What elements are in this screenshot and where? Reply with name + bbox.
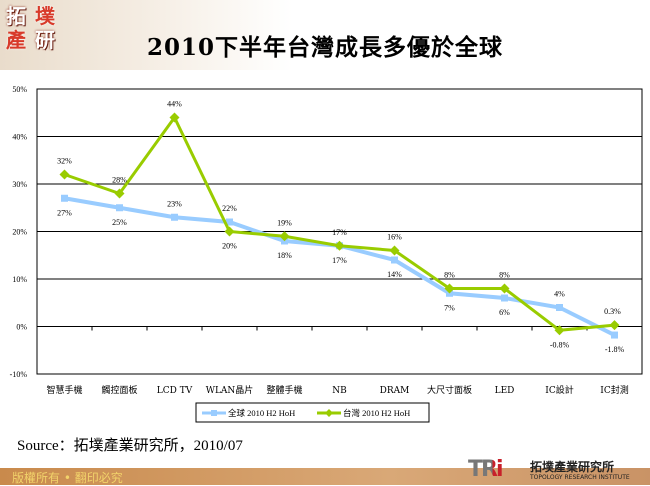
data-point xyxy=(609,320,620,331)
x-tick-label: 大尺寸面板 xyxy=(427,384,472,396)
footer-bar: 版權所有 • 翻印必究 xyxy=(0,468,650,485)
legend-marker xyxy=(211,410,217,416)
data-label: 25% xyxy=(112,218,127,227)
data-label: 22% xyxy=(222,204,237,213)
data-point xyxy=(61,194,68,202)
data-label: 20% xyxy=(222,242,237,251)
series-line-1 xyxy=(64,114,615,332)
y-tick-label: 40% xyxy=(12,133,27,142)
data-label: 32% xyxy=(57,157,72,166)
data-point xyxy=(554,325,565,336)
brand-name: 拓墣產業研究所 xyxy=(530,460,615,474)
line-chart: -10% 0% 10% 20% 30% 40% 50% 智慧手機 觸控面板 LCD TV WLAN晶… xyxy=(10,85,643,423)
data-label: 4% xyxy=(554,290,565,299)
y-tick-label: 20% xyxy=(12,228,27,237)
x-tick-label: WLAN晶片 xyxy=(206,384,254,396)
data-label: 27% xyxy=(57,208,72,217)
data-point xyxy=(556,304,563,311)
legend-label: 台灣 2010 H2 HoH xyxy=(343,408,410,418)
data-point xyxy=(389,245,400,256)
legend xyxy=(195,402,430,423)
y-tick-label: -10% xyxy=(10,370,28,379)
x-tick-label: LED xyxy=(495,386,515,396)
brand-english: TOPOLOGY RESEARCH INSTITUTE xyxy=(530,474,630,481)
data-label: 6% xyxy=(499,308,510,317)
series-line-0 xyxy=(64,196,616,337)
legend-label: 全球 2010 H2 HoH xyxy=(228,408,295,418)
x-tick-label: IC設計 xyxy=(545,384,573,396)
data-label: 17% xyxy=(332,228,347,237)
data-point xyxy=(279,231,290,242)
data-label: 14% xyxy=(387,270,402,279)
x-tick-label: IC封測 xyxy=(600,384,628,396)
y-tick-label: 50% xyxy=(12,85,27,94)
data-point xyxy=(59,169,70,180)
data-label: -0.8% xyxy=(550,340,570,349)
logo: 拓墣產研 xyxy=(6,4,55,52)
source-note: Source：拓墣產業研究所，2010/07 xyxy=(17,438,243,454)
data-label: 23% xyxy=(167,199,182,208)
data-point xyxy=(226,218,233,226)
data-point xyxy=(171,213,178,221)
data-label: 8% xyxy=(499,271,510,280)
legend-marker xyxy=(325,409,333,417)
data-label: 16% xyxy=(387,233,402,242)
data-point xyxy=(114,188,125,199)
copyright-text: 版權所有 • 翻印必究 xyxy=(12,471,123,485)
data-point xyxy=(169,112,180,123)
page-title: 2010下半年台灣成長多優於全球 xyxy=(146,34,503,61)
x-tick-label: 觸控面板 xyxy=(101,384,137,396)
y-tick-label: 0% xyxy=(16,323,27,332)
data-label: 44% xyxy=(167,100,182,109)
y-tick-label: 10% xyxy=(12,275,27,284)
data-point xyxy=(499,283,510,294)
data-label: 7% xyxy=(444,303,455,312)
x-tick-label: DRAM xyxy=(380,386,410,396)
x-tick-label: 智慧手機 xyxy=(46,384,82,396)
data-label: 28% xyxy=(112,176,127,185)
data-label: -1.8% xyxy=(605,345,625,354)
data-point xyxy=(444,283,455,294)
data-point xyxy=(334,240,345,251)
data-label: 18% xyxy=(277,251,292,260)
y-tick-label: 30% xyxy=(12,180,27,189)
data-label: 8% xyxy=(444,271,455,280)
data-point xyxy=(224,226,235,237)
tri-logo: TRi xyxy=(468,457,503,482)
data-label: 0.3% xyxy=(604,307,621,316)
data-label: 19% xyxy=(277,218,292,227)
x-tick-label: LCD TV xyxy=(157,386,193,396)
data-point xyxy=(391,256,398,264)
x-tick-label: NB xyxy=(332,386,347,396)
data-point xyxy=(501,294,508,302)
x-tick-label: 整體手機 xyxy=(266,384,302,396)
data-point xyxy=(116,204,123,212)
data-point xyxy=(611,331,618,339)
data-label: 17% xyxy=(332,256,347,265)
header-band xyxy=(0,0,650,70)
